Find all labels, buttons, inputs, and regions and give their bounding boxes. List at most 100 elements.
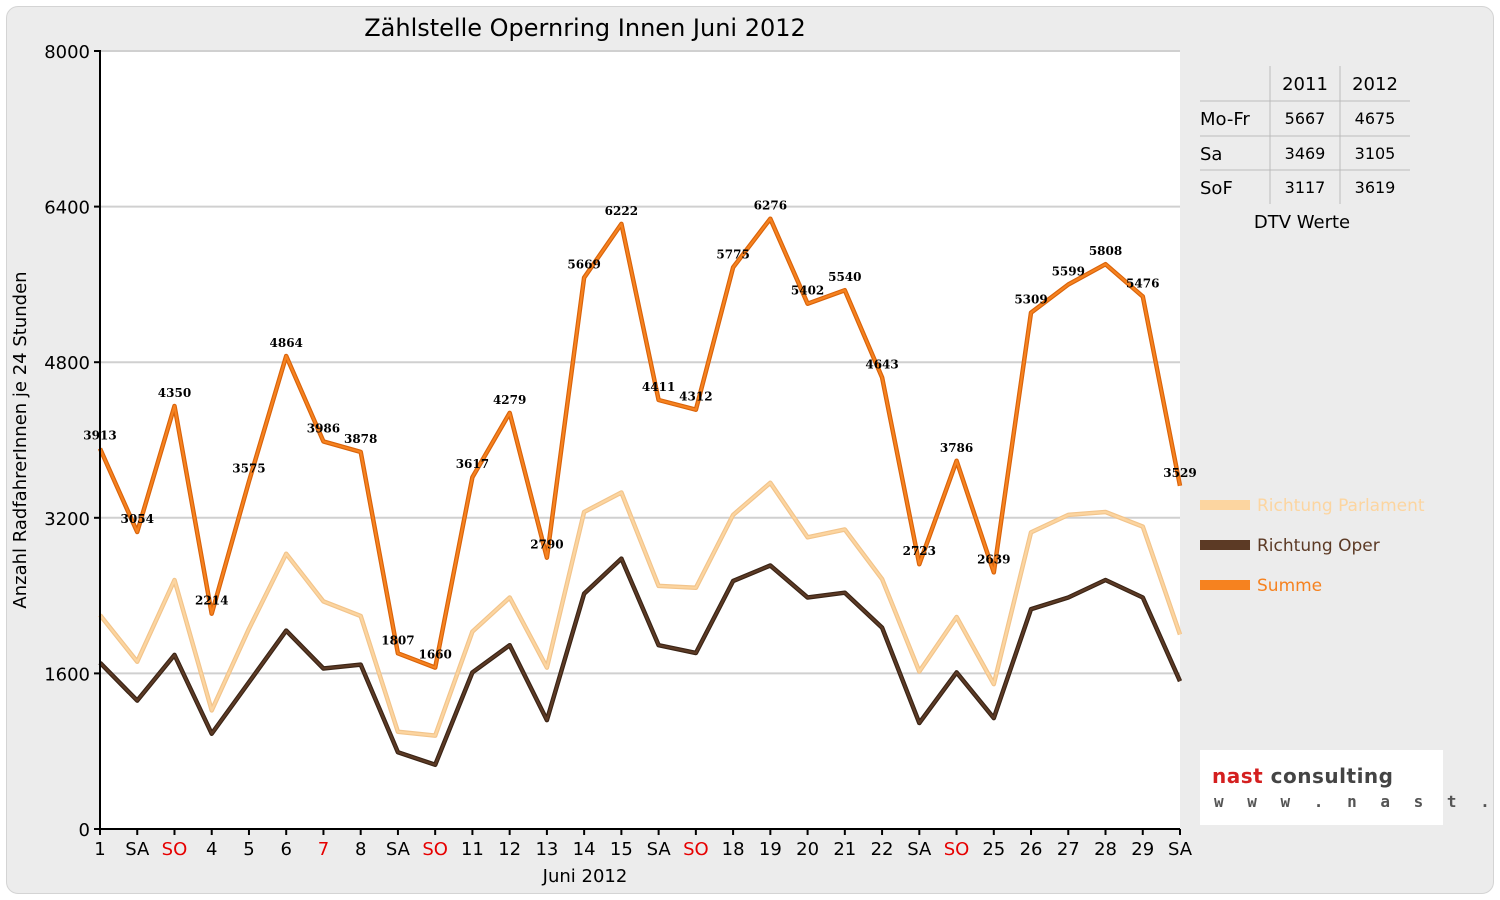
table-column-header: 2011 <box>1282 74 1328 95</box>
data-label: 6222 <box>605 204 638 218</box>
series-line-richtung-oper <box>99 557 1182 766</box>
table-row-label: Sa <box>1200 144 1222 165</box>
data-label: 1660 <box>418 648 451 662</box>
series-line-richtung-parlament <box>99 481 1182 737</box>
x-tick-label: 19 <box>759 839 782 860</box>
x-tick-label: SA <box>386 839 411 860</box>
data-label: 4312 <box>679 390 712 404</box>
table-cell: 4675 <box>1355 109 1396 128</box>
table-row-label: Mo-Fr <box>1200 109 1250 130</box>
data-label-layer: 3913305443502214357548643986387818071660… <box>83 199 1196 662</box>
x-tick-label: SA <box>647 839 672 860</box>
table-column-header: 2012 <box>1352 74 1398 95</box>
data-label: 2639 <box>977 552 1010 566</box>
x-tick-label: SO <box>422 839 448 860</box>
data-label: 5402 <box>791 284 824 298</box>
logo-name-secondary: consulting <box>1270 764 1394 788</box>
dtv-table: 2011 2012 Mo-Fr 5667 4675 Sa 3469 3105 SoF 3117 36… <box>1200 66 1410 233</box>
x-tick-label: 4 <box>206 839 217 860</box>
axis-layer: 0 1600 3200 4800 6400 8000 1 SA SO 4 5 6 7 8 SA SO 11 12 1… <box>44 42 1193 860</box>
x-tick-label: 1 <box>94 839 105 860</box>
legend-label: Summe <box>1257 576 1322 596</box>
data-label: 3786 <box>940 441 973 455</box>
x-tick-label: 12 <box>498 839 521 860</box>
table-cell: 3105 <box>1355 144 1396 163</box>
legend-label: Richtung Parlament <box>1257 496 1425 516</box>
x-tick-label: SO <box>683 839 709 860</box>
x-tick-label: 20 <box>796 839 819 860</box>
x-tick-label: SA <box>1168 839 1193 860</box>
x-tick-label: 22 <box>871 839 894 860</box>
x-tick-label: 7 <box>318 839 329 860</box>
legend-label: Richtung Oper <box>1257 536 1380 556</box>
x-tick-label: SA <box>907 839 932 860</box>
x-tick-label: 15 <box>610 839 633 860</box>
table-cell: 3117 <box>1285 178 1326 197</box>
data-label: 4279 <box>493 393 526 407</box>
y-tick-label: 4800 <box>44 353 90 374</box>
x-tick-label: 29 <box>1131 839 1154 860</box>
y-tick-label: 1600 <box>44 664 90 685</box>
data-label: 2214 <box>195 594 228 608</box>
legend-swatch <box>1200 580 1250 590</box>
table-cell: 3619 <box>1355 178 1396 197</box>
x-tick-label: 26 <box>1020 839 1043 860</box>
data-label: 5775 <box>716 247 749 261</box>
data-label: 3054 <box>121 512 154 526</box>
data-label: 5476 <box>1126 276 1159 290</box>
x-tick-label: 27 <box>1057 839 1080 860</box>
legend: Richtung Parlament Richtung Oper Summe <box>1200 496 1425 596</box>
data-label: 1807 <box>381 633 414 647</box>
logo-name: nast consulting <box>1212 764 1393 788</box>
x-tick-label: 25 <box>982 839 1005 860</box>
y-axis-label: Anzahl RadfahrerInnen je 24 Stunden <box>10 271 31 608</box>
x-tick-label: 28 <box>1094 839 1117 860</box>
data-label: 3529 <box>1163 466 1196 480</box>
x-tick-label: SO <box>162 839 188 860</box>
table-cell: 5667 <box>1285 109 1326 128</box>
legend-swatch <box>1200 540 1250 550</box>
data-label: 5669 <box>567 258 600 272</box>
data-label: 2790 <box>530 538 563 552</box>
legend-swatch <box>1200 500 1250 510</box>
data-label: 3878 <box>344 432 377 446</box>
series-layer <box>97 216 1183 768</box>
y-tick-label: 0 <box>79 820 90 841</box>
x-tick-label: 13 <box>535 839 558 860</box>
y-tick-label: 6400 <box>44 198 90 219</box>
data-label: 3986 <box>307 421 340 435</box>
x-tick-label: 11 <box>461 839 484 860</box>
x-tick-label: 5 <box>243 839 254 860</box>
data-label: 6276 <box>754 199 787 213</box>
data-label: 4643 <box>865 357 898 371</box>
y-tick-label: 3200 <box>44 509 90 530</box>
data-label: 4411 <box>642 380 675 394</box>
x-tick-label: 14 <box>573 839 596 860</box>
data-label: 5599 <box>1052 264 1085 278</box>
x-tick-label: 8 <box>355 839 366 860</box>
data-label: 4350 <box>158 386 191 400</box>
x-tick-label: SO <box>944 839 970 860</box>
logo-name-primary: nast <box>1212 764 1271 788</box>
series-line-summe <box>98 217 1182 669</box>
logo-url: w w w . n a s t . a t <box>1214 792 1500 811</box>
x-tick-label: 6 <box>280 839 291 860</box>
data-label: 5309 <box>1014 293 1047 307</box>
x-tick-label: 21 <box>833 839 856 860</box>
chart-title: Zählstelle Opernring Innen Juni 2012 <box>364 14 806 42</box>
data-label: 5540 <box>828 270 861 284</box>
x-tick-label: 18 <box>722 839 745 860</box>
data-label: 3575 <box>232 461 265 475</box>
data-label: 5808 <box>1089 244 1122 258</box>
company-logo: nast consulting w w w . n a s t . a t <box>1200 750 1500 825</box>
table-caption: DTV Werte <box>1254 212 1350 233</box>
table-cell: 3469 <box>1285 144 1326 163</box>
data-label: 3617 <box>456 457 489 471</box>
data-label: 4864 <box>270 336 303 350</box>
x-tick-label: SA <box>125 839 150 860</box>
table-row-label: SoF <box>1200 178 1233 199</box>
data-label: 2723 <box>903 544 936 558</box>
x-axis-label: Juni 2012 <box>542 866 628 887</box>
y-tick-label: 8000 <box>44 42 90 63</box>
